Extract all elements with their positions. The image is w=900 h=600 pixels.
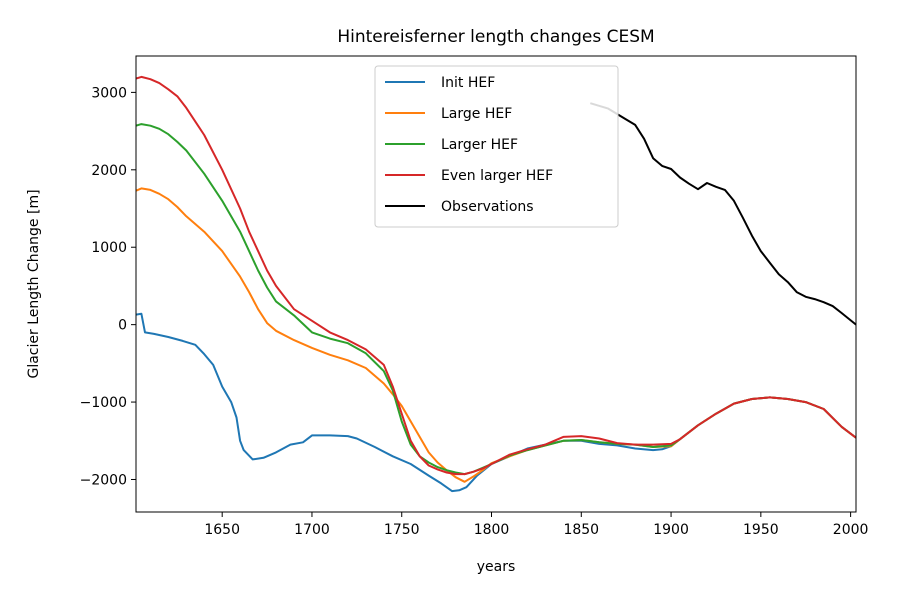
y-axis: −2000 −1000 0 1000 2000 3000: [80, 85, 136, 488]
legend-label: Large HEF: [441, 106, 512, 122]
series-line-even-larger-hef: [136, 75, 856, 476]
chart-title: Hintereisferner length changes CESM: [337, 27, 654, 47]
y-tick-label: 3000: [91, 85, 127, 101]
y-tick-label: 1000: [91, 240, 127, 256]
y-tick-label: −1000: [80, 395, 127, 411]
x-tick-label: 1900: [653, 522, 689, 538]
y-tick-label: 0: [118, 318, 127, 334]
plot-frame: [135, 55, 857, 513]
series-layer: [136, 75, 856, 493]
legend-label: Observations: [441, 199, 534, 215]
x-tick-label: 1750: [384, 522, 420, 538]
x-tick-label: 2000: [833, 522, 869, 538]
x-tick-label: 1850: [563, 522, 599, 538]
legend-label: Init HEF: [441, 75, 495, 91]
x-tick-label: 1700: [294, 522, 330, 538]
legend-label: Larger HEF: [441, 137, 518, 153]
x-tick-label: 1800: [474, 522, 510, 538]
y-tick-label: 2000: [91, 163, 127, 179]
x-tick-label: 1950: [743, 522, 779, 538]
y-tick-label: −2000: [80, 472, 127, 488]
series-line-observations: [590, 102, 856, 326]
legend-label: Even larger HEF: [441, 168, 553, 184]
x-axis-label: years: [477, 559, 516, 575]
legend-box: [374, 65, 619, 228]
x-tick-label: 1650: [204, 522, 240, 538]
y-axis-label: Glacier Length Change [m]: [26, 189, 42, 378]
x-axis: 1650 1700 1750 1800 1850 1900 1950 2000: [204, 512, 868, 538]
legend: Init HEF Large HEF Larger HEF Even larger H…: [374, 65, 619, 228]
